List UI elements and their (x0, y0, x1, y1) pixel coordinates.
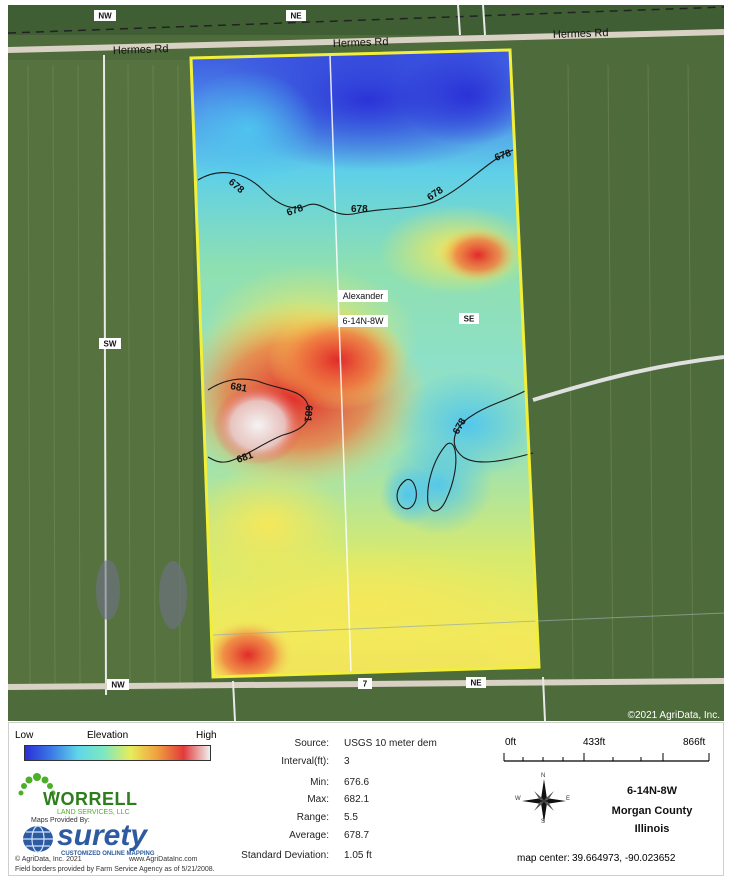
field-borders-note: Field borders provided by Farm Service A… (15, 866, 215, 873)
surety-subtitle: CUSTOMIZED ONLINE MAPPING (61, 851, 155, 857)
interval-label: Interval(ft): (281, 756, 329, 767)
surety-wordmark: surety (57, 819, 148, 852)
hermes-rd-road (8, 29, 724, 53)
scale-tick-2: 866ft (683, 737, 706, 748)
contour-678-east (453, 389, 534, 463)
map-center-label: map center: (517, 853, 570, 864)
min-value: 676.6 (344, 777, 370, 788)
contour-681 (207, 378, 310, 463)
stddev-label: Standard Deviation: (241, 850, 329, 861)
compass-e: E (566, 796, 571, 802)
scale-bar (503, 753, 710, 762)
location-section: 6-14N-8W (626, 785, 678, 797)
worrell-subtitle: LAND SERVICES, LLC (57, 809, 130, 816)
max-label: Max: (307, 794, 329, 805)
maps-provided-by-label: Maps Provided By: (31, 817, 90, 824)
agridata-url: www.AgriDataInc.com (129, 856, 198, 863)
label-nw-bottom: NW (111, 681, 125, 690)
road-label-1: Hermes Rd (113, 43, 169, 57)
worrell-wordmark: WORRELL (43, 789, 138, 809)
label-se: SE (464, 315, 475, 324)
aerial-elevation-map: Hermes Rd Hermes Rd Hermes Rd NW NE SW S… (8, 5, 724, 721)
location-state: Illinois (634, 823, 670, 835)
worrell-logo-icon (18, 773, 56, 796)
compass-n: N (541, 773, 546, 779)
east-driveway (532, 355, 724, 402)
contour-678-depression-a (427, 442, 457, 512)
scale-tick-1: 433ft (583, 737, 606, 748)
road-label-2: Hermes Rd (333, 36, 389, 50)
compass-rose-icon (522, 779, 566, 823)
source-value: USGS 10 meter dem (344, 738, 437, 749)
map-info-panel: Low Elevation High WORRELL LAND SERVICES… (8, 722, 724, 876)
copyright-label: ©2021 AgriData, Inc. (628, 710, 720, 721)
legend-title: Elevation (87, 730, 129, 741)
contour-678-depression-b (396, 478, 417, 510)
interval-value: 3 (344, 756, 350, 767)
location-county: Morgan County (611, 805, 693, 817)
compass-s: S (541, 819, 546, 825)
range-value: 5.5 (344, 812, 358, 823)
north-field (8, 5, 724, 35)
stddev-value: 1.05 ft (344, 850, 372, 861)
label-sw: SW (104, 340, 117, 349)
township-line (8, 6, 724, 34)
field-name-label: Alexander (343, 291, 384, 301)
label-section-7: 7 (363, 680, 368, 689)
average-value: 678.7 (344, 830, 370, 841)
field-boundary (189, 48, 541, 679)
contour-678-north (197, 149, 514, 215)
label-nw-top: NW (98, 12, 112, 21)
surety-globe-icon (23, 825, 53, 853)
max-value: 682.1 (344, 794, 370, 805)
map-center-value: 39.664973, -90.023652 (572, 853, 676, 864)
label-ne-bottom: NE (470, 679, 482, 688)
contour-label-678-c: 678 (351, 204, 368, 215)
label-ne-top: NE (290, 12, 302, 21)
contour-label-681-b: 681 (302, 405, 314, 423)
scale-tick-0: 0ft (505, 737, 517, 748)
elevation-color-ramp (24, 745, 211, 761)
elevation-raster (191, 50, 539, 677)
compass-w: W (515, 796, 521, 802)
field-section-label: 6-14N-8W (342, 316, 384, 326)
min-label: Min: (310, 777, 329, 788)
contour-label-681-a: 681 (229, 381, 248, 395)
contour-lines (197, 149, 534, 512)
source-label: Source: (294, 738, 329, 749)
legend-high-label: High (196, 730, 217, 741)
legend-low-label: Low (15, 730, 34, 741)
range-label: Range: (296, 812, 329, 823)
agridata-copyright: © AgriData, Inc. 2021 (15, 856, 82, 863)
average-label: Average: (289, 830, 329, 841)
road-label-3: Hermes Rd (553, 27, 609, 41)
field-lane (329, 54, 352, 674)
